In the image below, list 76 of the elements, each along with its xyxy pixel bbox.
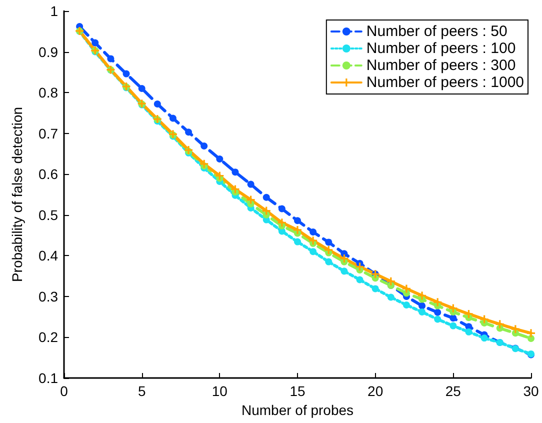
point [169,114,176,122]
y-tick-label: 1 [50,3,58,19]
point [216,172,224,180]
point [247,180,254,188]
point [340,254,348,263]
point [138,84,146,92]
y-tick-label: 0.9 [38,44,58,60]
point [527,329,535,338]
point [185,128,192,136]
point [387,294,394,301]
point [216,156,224,163]
point [262,206,270,215]
legend-label: Number of peers : 300 [366,57,516,74]
y-tick-label: 0.7 [38,125,58,142]
point [340,268,348,275]
y-tick-label: 0.2 [38,329,58,346]
point [310,248,317,256]
point [434,308,442,316]
point [200,142,208,150]
point [386,277,395,286]
point [310,228,317,236]
point [246,196,255,204]
point [402,284,410,293]
legend-label: Number of peers : 50 [366,23,508,40]
point [511,325,520,334]
point [122,70,130,78]
point [450,322,457,330]
point [294,238,301,246]
point [200,160,208,168]
point [324,246,333,254]
point [278,218,286,227]
point [356,262,364,271]
point [294,226,302,234]
legend-label: Number of peers : 1000 [366,74,524,91]
y-axis-title: Probability of false detection [9,106,25,282]
point [231,185,240,194]
point [450,314,457,322]
point [356,276,364,284]
point [464,310,473,318]
point [418,308,426,316]
y-tick-label: 0.8 [38,84,58,101]
y-tick-label: 0.3 [38,288,58,304]
point [154,100,161,108]
point [418,292,426,300]
y-tick-label: 0.4 [38,248,58,264]
x-tick-label: 15 [290,383,306,399]
y-tick-label: 0.5 [38,206,58,223]
point [325,238,332,246]
x-tick-label: 0 [60,383,68,399]
point [232,168,239,176]
x-tick-label: 10 [212,383,228,399]
point [372,285,379,292]
x-tick-label: 30 [523,383,539,399]
point [480,315,488,324]
y-tick-label: 0.1 [38,370,58,386]
x-tick-label: 25 [445,383,462,399]
point [434,316,442,323]
point [480,334,488,342]
x-tick-label: 20 [368,383,384,399]
point [434,298,442,306]
point [107,55,114,62]
point [92,39,99,46]
point [309,236,318,245]
point [449,304,458,312]
legend-label: Number of peers : 100 [366,40,516,57]
x-axis-title: Number of probes [241,402,354,418]
point [325,258,332,266]
point [278,205,286,212]
point [496,320,504,328]
point [465,328,472,336]
point [294,217,301,224]
point [262,194,270,201]
point [418,302,426,310]
point [402,302,410,309]
x-tick-label: 5 [138,383,146,399]
y-tick-label: 0.6 [38,166,58,182]
